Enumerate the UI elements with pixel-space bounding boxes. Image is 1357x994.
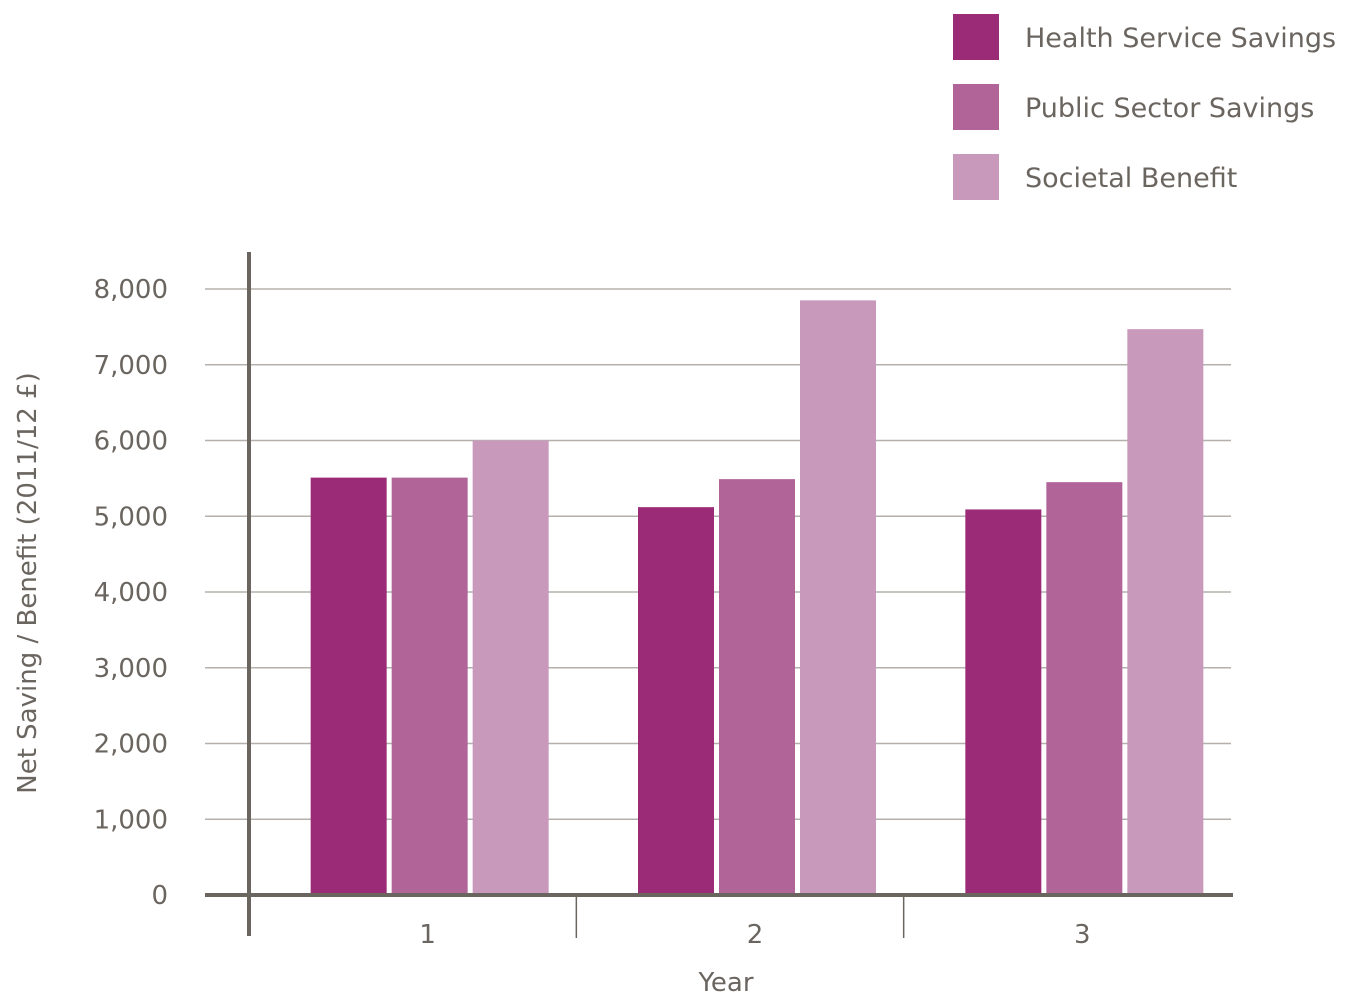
x-tick-label: 1 (419, 920, 436, 950)
legend-label: Public Sector Savings (1025, 93, 1314, 124)
bar-health-service-savings-year-2 (638, 507, 714, 893)
y-axis-title: Net Saving / Benefit (2011/12 £) (13, 372, 43, 793)
y-tick-label: 2,000 (94, 730, 168, 760)
bar-public-sector-savings-year-2 (719, 479, 795, 893)
y-tick-labels: 0 1,000 2,000 3,000 4,000 5,000 6,000 7,000 8,00… (94, 275, 168, 911)
legend-swatch (953, 84, 999, 130)
legend: Health Service Savings Public Sector Savi… (953, 14, 1336, 200)
y-tick-label: 8,000 (94, 275, 168, 305)
legend-swatch (953, 154, 999, 200)
y-tick-label: 0 (151, 881, 168, 911)
bar-societal-benefit-year-2 (800, 300, 876, 893)
x-tick-label: 3 (1074, 920, 1091, 950)
legend-label: Health Service Savings (1025, 23, 1336, 54)
bar-health-service-savings-year-3 (965, 509, 1042, 893)
x-tick-labels: 1 2 3 (419, 920, 1090, 950)
axes (205, 252, 1233, 938)
y-tick-label: 3,000 (94, 654, 168, 684)
bar-health-service-savings-year-1 (310, 477, 387, 893)
legend-label: Societal Benefit (1025, 163, 1237, 194)
x-axis-title: Year (697, 968, 753, 994)
bars (310, 300, 1204, 894)
y-tick-label: 5,000 (94, 502, 168, 532)
y-tick-label: 7,000 (94, 351, 168, 381)
bar-public-sector-savings-year-3 (1046, 482, 1123, 893)
bar-societal-benefit-year-1 (472, 440, 549, 893)
bar-public-sector-savings-year-1 (391, 477, 468, 893)
y-tick-label: 1,000 (94, 805, 168, 835)
y-tick-label: 4,000 (94, 578, 168, 608)
bar-societal-benefit-year-3 (1127, 329, 1204, 894)
y-tick-label: 6,000 (94, 427, 168, 457)
legend-swatch (953, 14, 999, 60)
x-tick-label: 2 (747, 920, 764, 950)
